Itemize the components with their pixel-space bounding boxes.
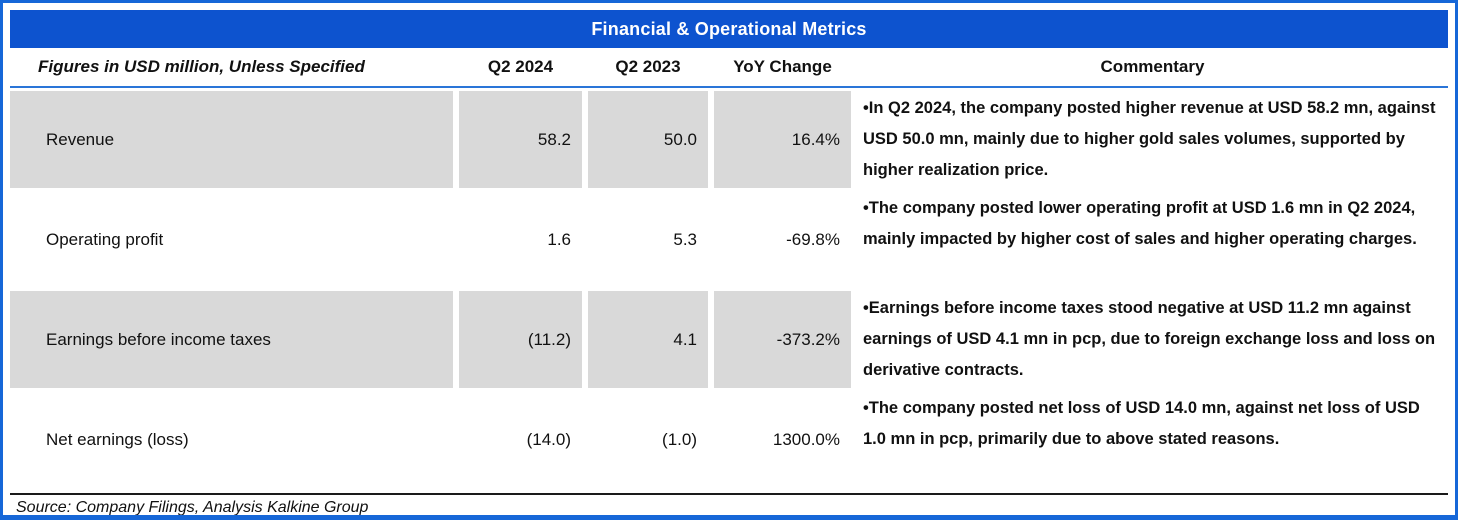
column-header-commentary: Commentary [1100, 57, 1205, 76]
commentary-text: •In Q2 2024, the company posted higher r… [863, 99, 1436, 179]
commentary-text: •Earnings before income taxes stood nega… [863, 299, 1436, 379]
q2-2023-value: 50.0 [588, 91, 708, 188]
q2-2023-value: 5.3 [673, 229, 697, 249]
source-note: Source: Company Filings, Analysis Kalkin… [16, 499, 369, 516]
metric-label: Revenue [10, 91, 453, 188]
q2-2024-value: (14.0) [526, 429, 571, 449]
table-row: Earnings before income taxes (11.2) 4.1 … [10, 291, 1448, 388]
metric-label: Operating profit [46, 229, 164, 249]
yoy-change-value: -69.8% [786, 229, 840, 249]
q2-2023-value: 4.1 [588, 291, 708, 388]
yoy-change-value: 1300.0% [772, 429, 840, 449]
column-header-metric: Figures in USD million, Unless Specified [38, 57, 365, 76]
footer-divider [10, 493, 1448, 495]
commentary-text: •The company posted net loss of USD 14.0… [863, 399, 1420, 448]
table-title: Financial & Operational Metrics [591, 18, 867, 39]
table-title-bar: Financial & Operational Metrics [10, 10, 1448, 48]
column-header-yoy-change: YoY Change [733, 57, 832, 76]
metric-label: Net earnings (loss) [46, 429, 189, 449]
q2-2024-value: (11.2) [459, 291, 582, 388]
q2-2023-value: (1.0) [662, 429, 697, 449]
metric-label: Earnings before income taxes [10, 291, 453, 388]
column-header-row: Figures in USD million, Unless Specified… [10, 48, 1448, 88]
q2-2024-value: 1.6 [547, 229, 571, 249]
yoy-change-value: -373.2% [714, 291, 851, 388]
yoy-change-value: 16.4% [714, 91, 851, 188]
table-body: Revenue 58.2 50.0 16.4% •In Q2 2024, the… [10, 91, 1448, 488]
q2-2024-value: 58.2 [459, 91, 582, 188]
table-row: Net earnings (loss) (14.0) (1.0) 1300.0%… [10, 391, 1448, 488]
table-row: Revenue 58.2 50.0 16.4% •In Q2 2024, the… [10, 91, 1448, 188]
commentary-text: •The company posted lower operating prof… [863, 199, 1417, 248]
table-row: Operating profit 1.6 5.3 -69.8% •The com… [10, 191, 1448, 288]
column-header-q2-2024: Q2 2024 [487, 57, 554, 76]
column-header-q2-2023: Q2 2023 [615, 57, 681, 76]
